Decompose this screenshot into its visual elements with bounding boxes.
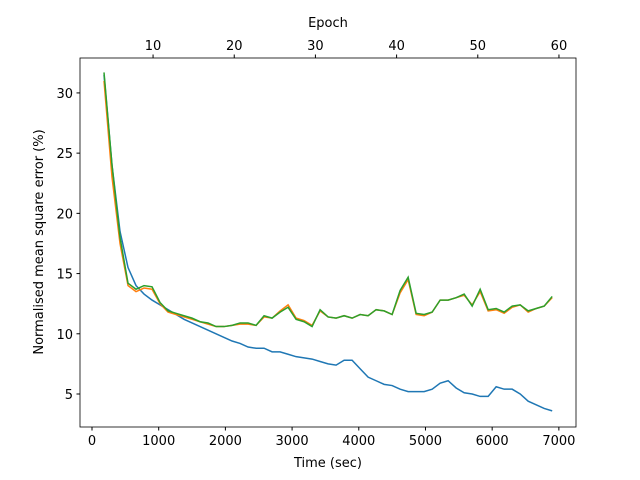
y-tick-label: 20 bbox=[56, 207, 73, 222]
x-tick-label: 6000 bbox=[476, 434, 509, 449]
x-tick-label: 3000 bbox=[276, 434, 309, 449]
y-axis-label: Normalised mean square error (%) bbox=[32, 129, 47, 354]
x2-tick-label: 20 bbox=[226, 39, 243, 54]
x-tick-label: 1000 bbox=[142, 434, 175, 449]
y-tick-label: 15 bbox=[56, 268, 73, 283]
x-tick-label: 5000 bbox=[409, 434, 442, 449]
plot-frame bbox=[79, 57, 577, 428]
line-series bbox=[103, 72, 553, 328]
y-tick-label: 10 bbox=[56, 328, 73, 343]
x2-tick-label: 30 bbox=[307, 39, 324, 54]
y-tick-label: 25 bbox=[56, 147, 73, 162]
x2-tick-label: 10 bbox=[145, 39, 162, 54]
line-series bbox=[103, 74, 553, 412]
x-tick-label: 0 bbox=[88, 434, 96, 449]
y-tick-label: 5 bbox=[65, 388, 73, 403]
x-axis-label: Time (sec) bbox=[293, 456, 362, 471]
x2-tick-label: 40 bbox=[388, 39, 405, 54]
x-tick-label: 4000 bbox=[342, 434, 375, 449]
x2-tick-label: 60 bbox=[551, 39, 568, 54]
x2-tick-label: 50 bbox=[470, 39, 487, 54]
x-tick-label: 7000 bbox=[542, 434, 575, 449]
x2-axis-label: Epoch bbox=[308, 16, 348, 31]
y-tick-label: 30 bbox=[56, 87, 73, 102]
x-tick-label: 2000 bbox=[209, 434, 242, 449]
